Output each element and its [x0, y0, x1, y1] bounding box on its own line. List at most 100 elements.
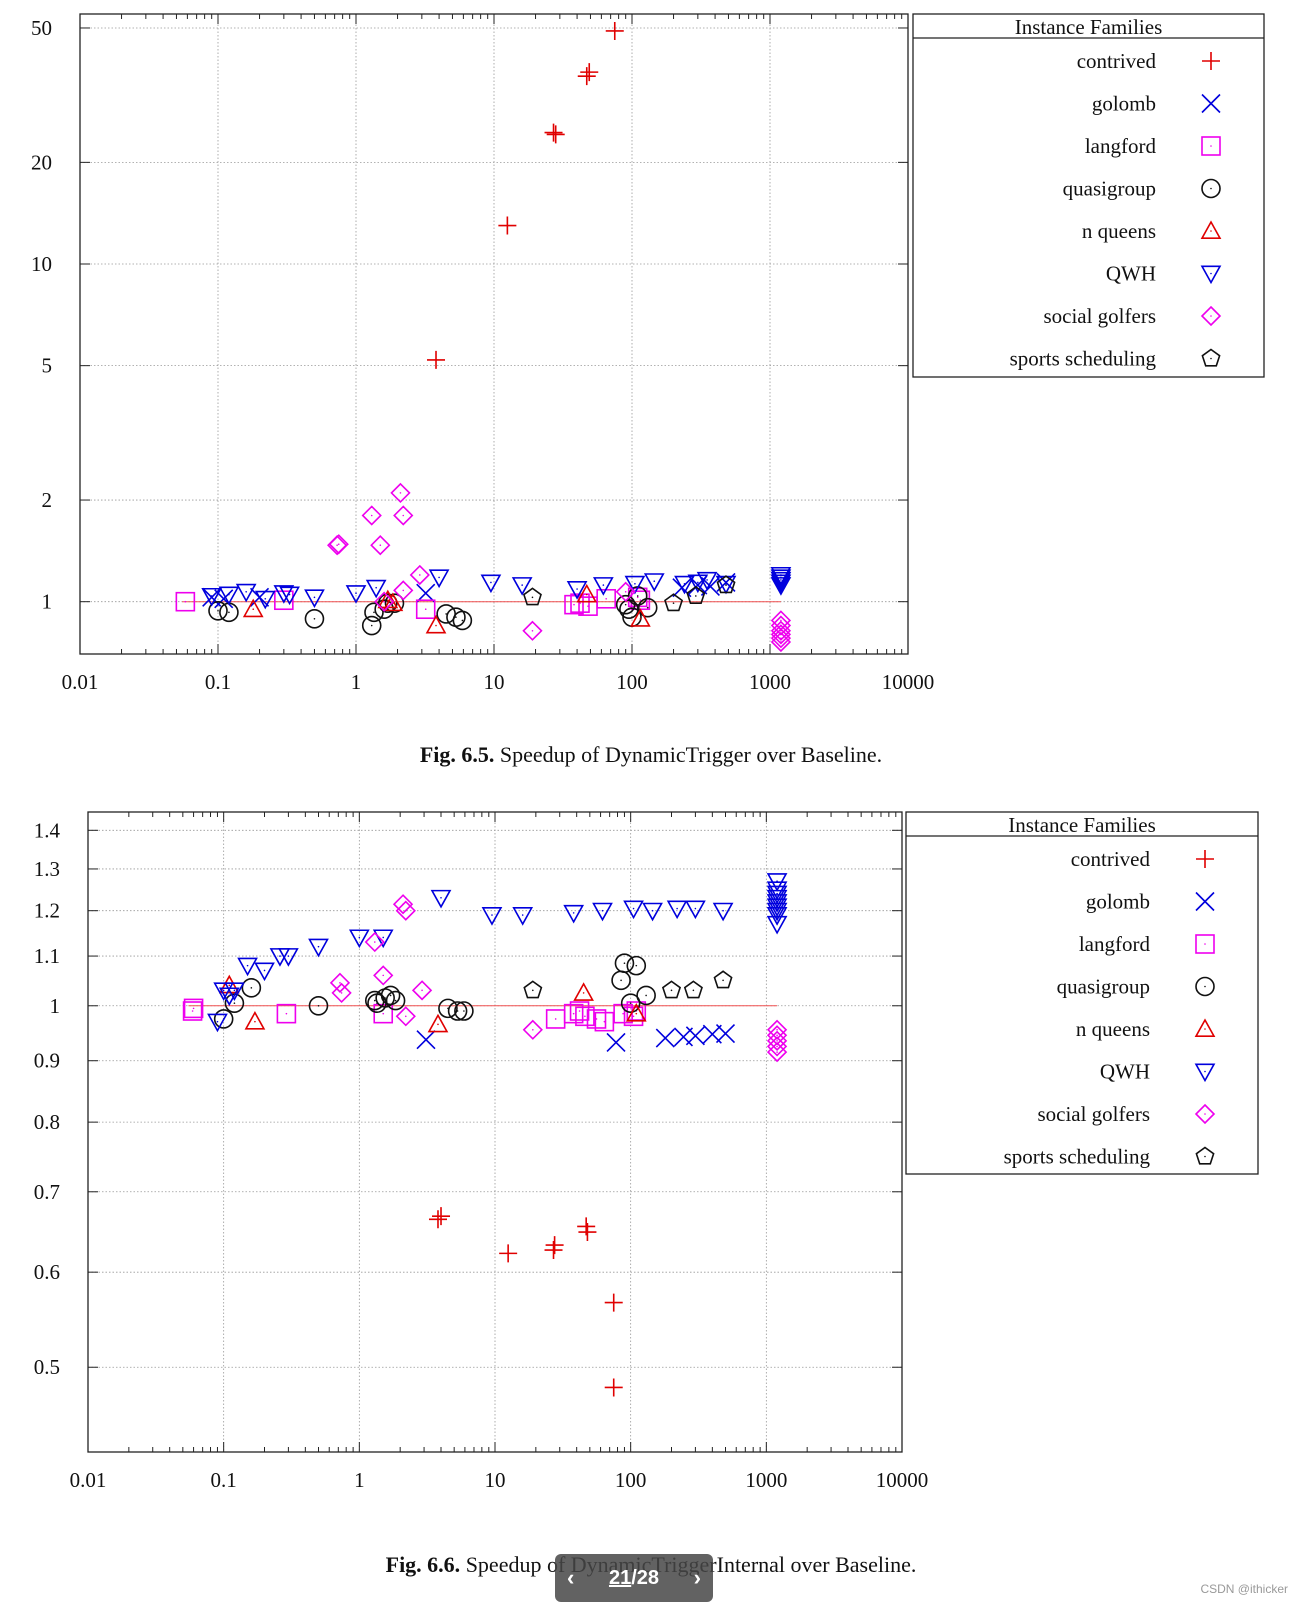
fig65-point-quasigroup — [361, 615, 382, 636]
fig65-legend-label-golomb: golomb — [1092, 92, 1156, 116]
fig65-point-qwh — [770, 571, 792, 591]
fig66-point-qwh-dot — [601, 909, 604, 912]
fig65-point-qwh — [254, 590, 276, 610]
fig66-point-n-queens-dot — [228, 984, 231, 987]
fig66-point-n-queens-dot — [582, 992, 585, 994]
fig66-point-quasigroup — [636, 985, 656, 1006]
fig66-point-n-queens-dot — [635, 1012, 638, 1015]
fig66-point-qwh — [254, 962, 275, 982]
fig66-point-quasigroup-dot — [635, 964, 638, 967]
fig66-point-qwh-dot — [279, 955, 281, 957]
fig65-series-social-golfers — [327, 482, 792, 653]
fig66-y-tick-label: 0.7 — [34, 1180, 60, 1204]
fig66-point-quasigroup — [614, 953, 635, 974]
fig66-point-quasigroup — [241, 978, 262, 998]
fig65-point-qwh-dot — [780, 579, 782, 581]
fig65-point-qwh-dot — [210, 595, 213, 597]
fig65-point-qwh — [624, 575, 646, 595]
fig65-legend-label-n-queens: n queens — [1082, 219, 1156, 243]
page-navigator: ‹ 21/28 › — [555, 1554, 713, 1602]
fig65-point-contrived — [427, 350, 446, 369]
fig65-point-qwh-dot — [634, 582, 636, 585]
fig65-point-sports-scheduling — [522, 587, 542, 606]
fig66-point-qwh-dot — [440, 897, 442, 899]
fig66-legend-marker-langford-dot — [1204, 943, 1206, 945]
fig65-point-n-queens-dot — [252, 608, 255, 611]
fig65-point-social-golfers-dot — [337, 543, 340, 545]
fig65-x-tick-label: 10 — [484, 670, 505, 694]
fig66-series-golomb — [416, 1024, 736, 1053]
fig66-legend-label-social-golfers: social golfers — [1037, 1102, 1150, 1126]
fig66-point-quasigroup-dot — [629, 1002, 632, 1004]
fig66-point-contrived — [499, 1244, 518, 1263]
fig65-point-n-queens — [630, 608, 651, 627]
fig65-point-qwh — [643, 573, 665, 592]
fig65-legend-label-sports-scheduling: sports scheduling — [1010, 347, 1157, 371]
fig66-point-langford-dot — [584, 1015, 586, 1018]
fig65-x-tick-label: 0.01 — [62, 670, 99, 694]
fig66-point-qwh — [224, 982, 245, 1002]
fig66-point-quasigroup — [620, 993, 641, 1013]
fig66-point-social-golfers-dot — [776, 1040, 778, 1042]
fig66-point-golomb — [416, 1030, 436, 1050]
fig66-point-quasigroup — [626, 955, 647, 976]
fig66-point-n-queens — [573, 982, 594, 1001]
fig66-x-tick-label: 0.01 — [70, 1468, 107, 1492]
fig66-point-quasigroup — [438, 998, 458, 1019]
fig65-grid — [80, 14, 908, 654]
fig66-point-langford — [563, 1003, 584, 1024]
fig65-legend-label-quasigroup: quasigroup — [1063, 177, 1156, 201]
fig65-series-contrived — [427, 21, 624, 369]
fig66-y-tick-label: 1.1 — [34, 944, 60, 968]
fig65-series-n-queens — [242, 583, 651, 634]
fig66-point-n-queens — [218, 974, 240, 994]
fig66-y-tick-label: 0.9 — [34, 1049, 60, 1073]
fig65-legend-marker-n-queens-dot — [1210, 230, 1212, 232]
fig65-y-tick-label: 2 — [42, 488, 53, 512]
fig66-point-qwh — [481, 907, 503, 926]
fig66-legend-label-n-queens: n queens — [1076, 1017, 1150, 1041]
fig66-point-n-queens-dot — [254, 1020, 256, 1023]
fig65-point-qwh-dot — [490, 581, 492, 584]
fig65-point-social-golfers-dot — [402, 514, 405, 517]
fig66-point-qwh-dot — [491, 914, 493, 916]
fig66-point-langford — [586, 1009, 607, 1029]
fig66-legend-label-contrived: contrived — [1071, 847, 1151, 871]
fig65-point-qwh — [770, 566, 792, 586]
fig66-legend-marker-qwh — [1194, 1063, 1216, 1083]
figure-6-5-caption-text: Speedup of DynamicTrigger over Baseline. — [499, 742, 883, 767]
fig65-point-langford-dot — [605, 597, 607, 600]
fig65-point-qwh — [674, 575, 695, 595]
fig66-x-tick-label: 0.1 — [211, 1468, 237, 1492]
fig65-x-tick-label: 1 — [351, 670, 362, 694]
fig65-point-qwh — [345, 585, 367, 604]
fig66-point-social-golfers — [331, 982, 352, 1004]
fig66-point-qwh-dot — [676, 907, 678, 910]
fig65-point-quasigroup — [304, 608, 325, 629]
prev-page-button[interactable]: ‹ — [567, 1565, 575, 1590]
fig65-point-social-golfers — [615, 581, 636, 602]
fig65-point-qwh — [687, 574, 709, 594]
fig66-point-social-golfers — [395, 1006, 416, 1027]
fig66-legend-marker-quasigroup-dot — [1204, 985, 1206, 988]
fig65-legend-marker-quasigroup-dot — [1210, 187, 1212, 190]
fig66-point-qwh-dot — [216, 1020, 219, 1023]
fig66-point-qwh-dot — [222, 989, 225, 992]
fig66-point-social-golfers-dot — [532, 1028, 534, 1031]
fig65-point-qwh — [566, 581, 588, 600]
fig66-point-qwh — [308, 938, 329, 958]
next-page-button[interactable]: › — [693, 1565, 701, 1590]
fig65-point-social-golfers-dot — [336, 544, 338, 546]
fig65-point-social-golfers — [393, 505, 414, 526]
fig66-point-qwh — [512, 907, 534, 926]
fig65-point-langford — [415, 599, 436, 620]
fig65-point-quasigroup-dot — [646, 606, 649, 609]
watermark: CSDN @ithicker — [1200, 1582, 1288, 1596]
fig66-point-social-golfers — [329, 972, 351, 993]
fig66-point-quasigroup-dot — [373, 999, 376, 1002]
fig66-x-tick-label: 1 — [354, 1468, 365, 1492]
fig66-point-contrived — [578, 1223, 597, 1242]
fig66-point-social-golfers — [373, 965, 394, 986]
fig65-point-n-queens-dot — [639, 617, 642, 620]
fig66-point-qwh — [372, 929, 394, 949]
